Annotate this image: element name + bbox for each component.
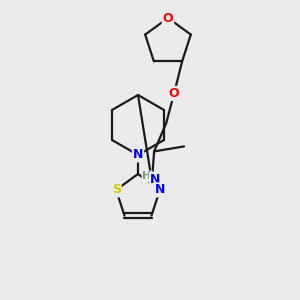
Text: N: N	[133, 148, 143, 161]
Text: O: O	[163, 11, 173, 25]
Text: O: O	[169, 87, 179, 100]
Text: S: S	[112, 183, 121, 196]
Text: N: N	[155, 183, 165, 196]
Text: H: H	[142, 171, 152, 182]
Text: N: N	[150, 173, 160, 186]
